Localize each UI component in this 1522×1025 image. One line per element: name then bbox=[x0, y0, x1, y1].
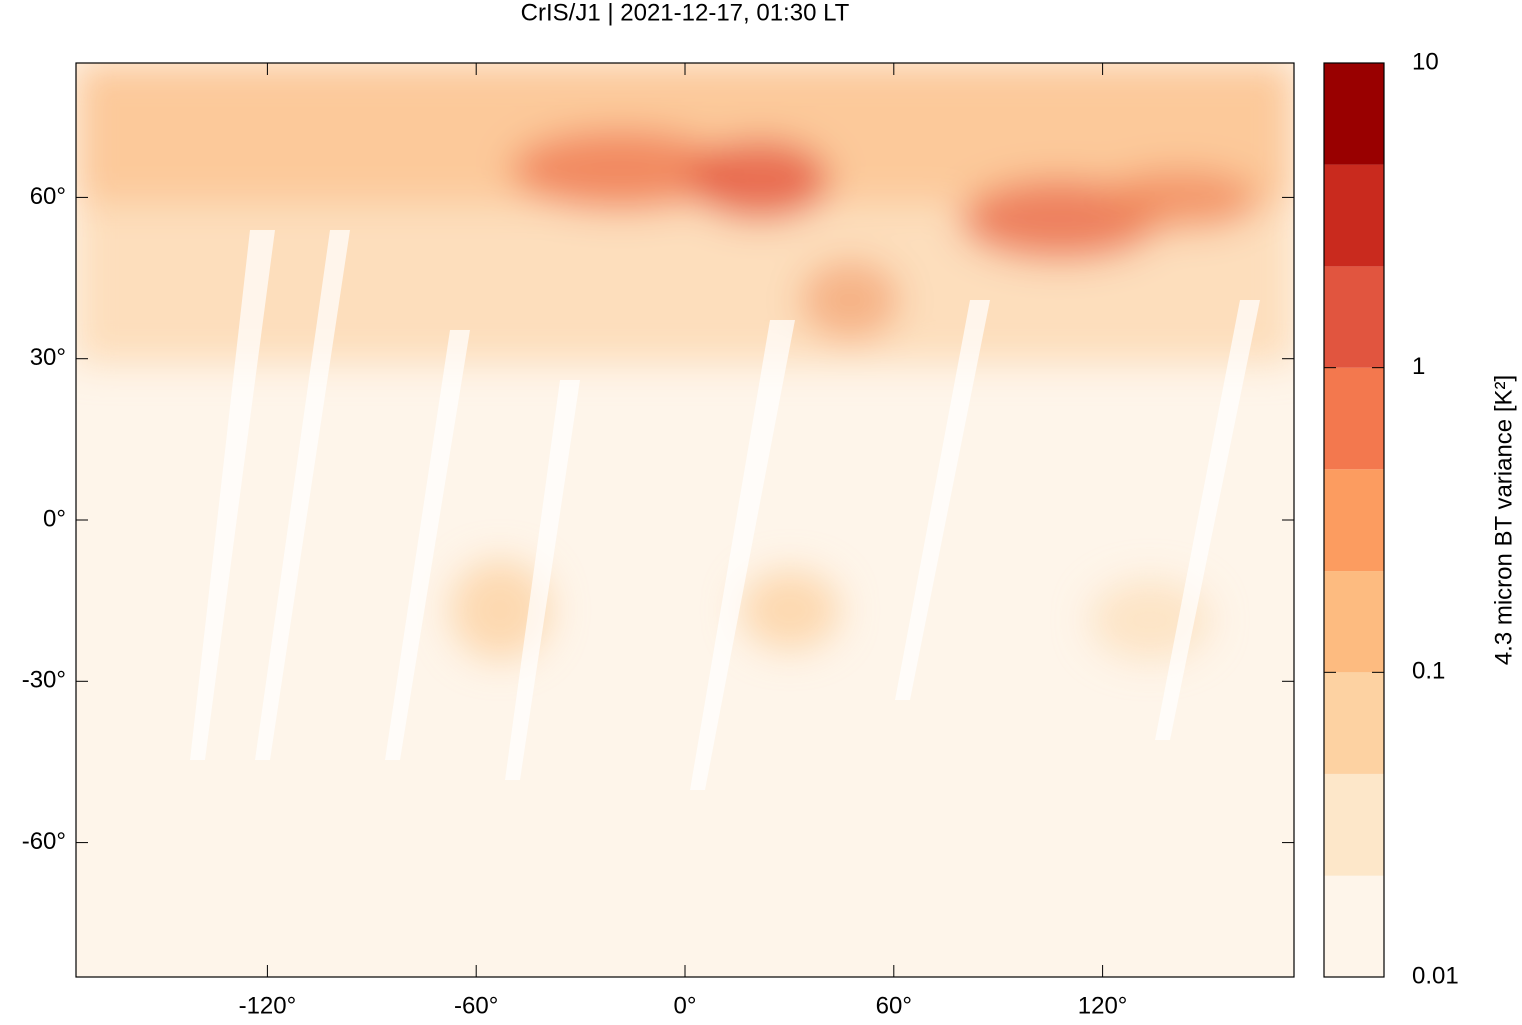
chart-title: CrIS/J1 | 2021-12-17, 01:30 LT bbox=[521, 0, 850, 26]
colorbar-frame bbox=[1323, 62, 1385, 978]
x-tick-label: -60° bbox=[454, 992, 498, 1019]
colorbar-tick-label: 10 bbox=[1412, 48, 1439, 75]
colorbar-tick-label: 0.1 bbox=[1412, 658, 1445, 685]
colorbar-label: 4.3 micron BT variance [K²] bbox=[1490, 375, 1517, 665]
colorbar-tick-label: 1 bbox=[1412, 353, 1425, 380]
x-tick-label: -120° bbox=[239, 992, 297, 1019]
colorbar-band bbox=[1324, 266, 1384, 368]
x-tick-label: 120° bbox=[1078, 992, 1128, 1019]
y-tick-label: 60° bbox=[30, 183, 66, 210]
colorbar-band bbox=[1324, 571, 1384, 673]
x-tick-label: 0° bbox=[674, 992, 697, 1019]
colorbar-tick-label: 0.01 bbox=[1412, 962, 1459, 989]
colorbar-band bbox=[1324, 469, 1384, 572]
colorbar-band bbox=[1324, 63, 1384, 165]
y-tick-label: -30° bbox=[22, 667, 66, 694]
colorbar-band bbox=[1324, 367, 1384, 470]
colorbar-band bbox=[1324, 773, 1384, 876]
colorbar-band bbox=[1324, 164, 1384, 267]
colorbar-band bbox=[1324, 672, 1384, 774]
field-decoration bbox=[76, 63, 1294, 660]
y-tick-label: -60° bbox=[22, 828, 66, 855]
colorbar-band bbox=[1324, 875, 1384, 977]
swath-gaps bbox=[190, 230, 1260, 790]
y-tick-label: 30° bbox=[30, 344, 66, 371]
y-tick-label: 0° bbox=[43, 505, 66, 532]
x-tick-label: 60° bbox=[876, 992, 912, 1019]
